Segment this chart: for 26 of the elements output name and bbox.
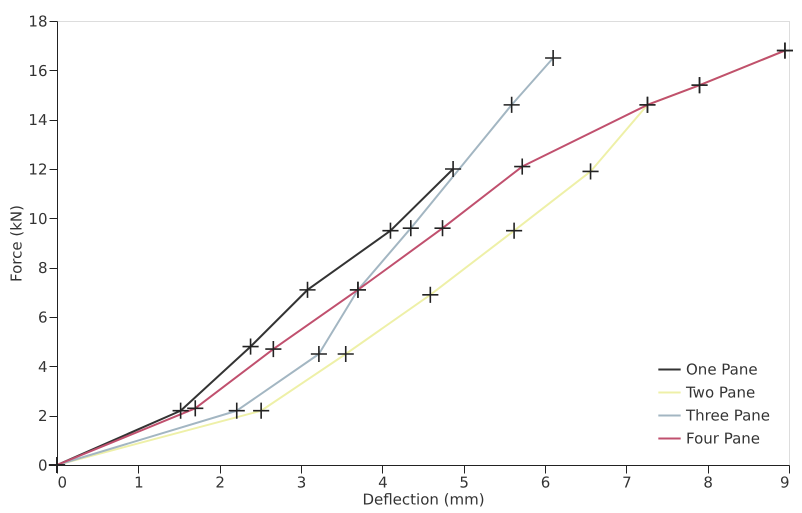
y-axis-title: Force (kN) (7, 205, 26, 282)
y-tick-label: 16 (28, 62, 48, 80)
x-tick-label: 9 (780, 474, 790, 492)
x-tick-label: 4 (378, 474, 388, 492)
y-tick-label: 10 (28, 210, 48, 228)
legend-label: One Pane (686, 360, 758, 378)
x-tick-label: 8 (703, 474, 713, 492)
x-axis-title: Deflection (mm) (362, 490, 485, 508)
y-tick-label: 8 (38, 259, 48, 278)
legend-label: Four Pane (686, 430, 760, 448)
y-tick-label: 14 (28, 111, 48, 130)
x-tick-label: 3 (296, 474, 306, 492)
legend-label: Three Pane (685, 406, 770, 424)
x-tick-label: 7 (622, 474, 632, 492)
x-tick-label: 5 (459, 474, 469, 492)
y-tick-label: 12 (28, 160, 48, 178)
y-tick-label: 2 (38, 407, 48, 426)
y-tick-label: 0 (38, 456, 48, 474)
x-tick-label: 1 (134, 474, 144, 492)
x-tick-label: 2 (215, 474, 225, 492)
x-tick-label: 6 (540, 474, 550, 492)
y-tick-label: 6 (38, 308, 48, 326)
x-tick-label: 0 (58, 474, 68, 492)
y-tick-label: 4 (38, 358, 48, 376)
legend-label: Two Pane (685, 384, 756, 402)
y-tick-label: 18 (28, 12, 48, 30)
